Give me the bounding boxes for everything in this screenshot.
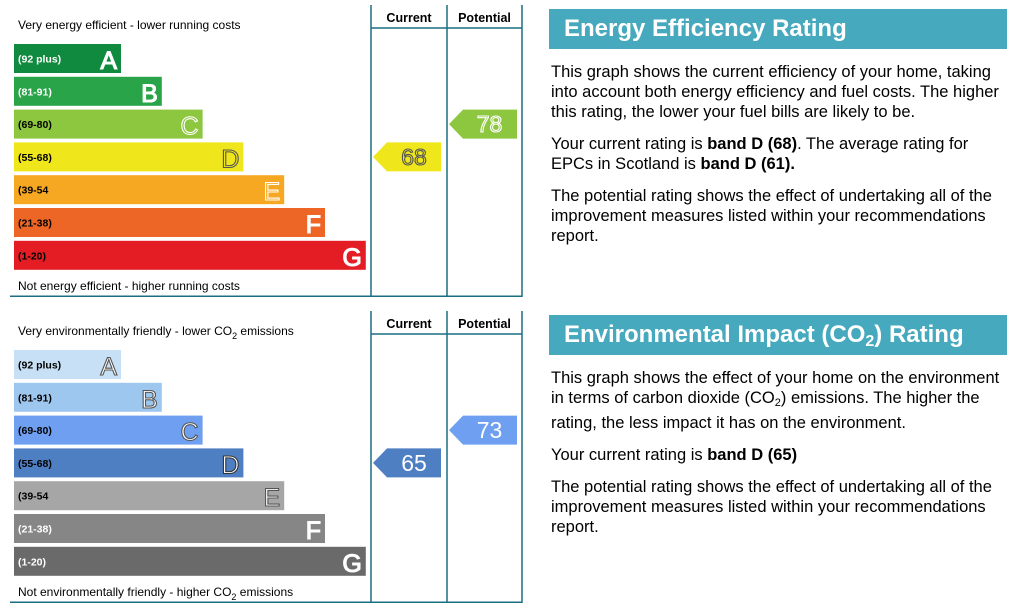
environment-rating-chart: Current Potential Very environmentally fri…	[10, 311, 523, 603]
energy-current-prefix: Your current rating is	[551, 135, 708, 153]
environment-band-c	[14, 415, 203, 445]
environment-potential-text: The potential rating shows the effect of…	[551, 478, 992, 536]
energy-band-d	[14, 142, 244, 172]
energy-band-range-a: (92 plus)	[18, 54, 61, 66]
energy-average-band: band D (61).	[700, 155, 795, 173]
energy-current-value: 68	[401, 144, 427, 170]
energy-potential-value: 78	[477, 111, 503, 137]
energy-current-arrow	[373, 142, 441, 172]
energy-band-range-d: (55-68)	[18, 152, 52, 164]
energy-average-text: . The average rating for EPCs in Scotlan…	[551, 135, 969, 173]
energy-band-range-b: (81-91)	[18, 86, 52, 98]
energy-band-a	[14, 44, 121, 73]
environment-bottom-label: Not environmentally friendly - higher CO…	[18, 585, 293, 602]
energy-current-rating-text: Your current rating is band D (68). The …	[551, 134, 1007, 174]
energy-rating-svg: Current Potential Very energy efficient - …	[10, 5, 523, 297]
energy-band-e	[14, 175, 285, 205]
environment-potential-arrow	[449, 415, 517, 445]
environment-current-rating-text: Your current rating is band D (65)	[551, 445, 1007, 465]
environment-band-letter-e: E	[264, 484, 281, 512]
environment-band-range-e: (39-54	[18, 491, 49, 503]
environment-band-letter-c: C	[181, 419, 199, 447]
energy-current-band: band D (68)	[707, 135, 798, 153]
energy-band-letter-e: E	[264, 178, 281, 206]
environment-band-f	[14, 514, 325, 543]
energy-potential-arrow	[449, 109, 517, 139]
environment-band-range-d: (55-68)	[18, 458, 52, 470]
energy-potential-header: Potential	[458, 11, 511, 25]
energy-band-range-c: (69-80)	[18, 119, 52, 131]
environment-band-g	[14, 546, 366, 576]
energy-band-letter-a: A	[100, 47, 117, 75]
environment-band-e	[14, 481, 285, 511]
environment-panel-title: Environmental Impact (CO2) Rating	[549, 315, 1007, 355]
environment-band-b	[14, 382, 162, 412]
environment-band-range-c: (69-80)	[18, 425, 52, 437]
environment-band-letter-f: F	[306, 517, 321, 545]
environment-rating-svg: Current Potential Very environmentally fri…	[10, 311, 523, 603]
environment-title-post: ) Rating	[874, 321, 964, 348]
environment-potential-value: 73	[477, 417, 503, 443]
environment-band-letter-b: B	[141, 386, 158, 414]
environment-band-a	[14, 350, 121, 379]
energy-band-range-e: (39-54	[18, 185, 49, 197]
environment-band-letter-d: D	[221, 451, 239, 479]
environment-band-letter-a: A	[100, 353, 117, 381]
energy-band-letter-c: C	[181, 113, 199, 141]
environment-top-label: Very environmentally friendly - lower CO…	[18, 324, 294, 341]
energy-band-c	[14, 109, 203, 139]
energy-band-letter-d: D	[221, 145, 239, 173]
environment-current-arrow	[373, 448, 441, 478]
energy-band-g	[14, 240, 366, 270]
energy-panel-title: Energy Efficiency Rating	[549, 9, 1007, 49]
energy-band-b	[14, 76, 162, 106]
energy-band-range-g: (1-20)	[18, 250, 46, 262]
energy-top-label: Very energy efficient - lower running co…	[18, 18, 241, 32]
environment-current-prefix: Your current rating is	[551, 446, 708, 464]
energy-band-letter-f: F	[306, 211, 321, 239]
environment-band-letter-g: G	[342, 550, 361, 578]
environment-desc-sub: 2	[774, 397, 781, 409]
environment-title-pre: Environmental Impact (CO	[564, 321, 866, 348]
energy-potential-text: The potential rating shows the effect of…	[551, 187, 992, 245]
environment-band-range-b: (81-91)	[18, 392, 52, 404]
energy-info-panel: Energy Efficiency Rating This graph show…	[549, 9, 1007, 246]
environment-band-range-a: (92 plus)	[18, 360, 61, 372]
environment-potential-header: Potential	[458, 317, 511, 331]
environment-band-range-g: (1-20)	[18, 556, 46, 568]
environment-desc-pre: This graph shows the effect of your home…	[551, 369, 1000, 407]
environment-band-range-f: (21-38)	[18, 524, 52, 536]
environment-desc-post: ) emissions. The higher the rating, the …	[551, 389, 980, 432]
energy-band-f	[14, 208, 325, 237]
environment-description: This graph shows the effect of your home…	[551, 368, 1007, 433]
environment-info-panel: Environmental Impact (CO2) Rating This g…	[549, 315, 1007, 537]
environment-current-value: 65	[401, 450, 427, 476]
energy-bottom-label: Not energy efficient - higher running co…	[18, 279, 240, 293]
environment-title-sub: 2	[865, 333, 875, 350]
energy-description: This graph shows the current efficiency …	[551, 63, 999, 121]
energy-band-range-f: (21-38)	[18, 218, 52, 230]
energy-band-letter-g: G	[342, 244, 361, 272]
environment-current-band: band D (65)	[707, 446, 798, 464]
energy-rating-chart: Current Potential Very energy efficient - …	[10, 5, 523, 297]
environment-current-header: Current	[386, 317, 432, 331]
energy-current-header: Current	[386, 11, 432, 25]
energy-band-letter-b: B	[141, 80, 158, 108]
environment-band-d	[14, 448, 244, 478]
